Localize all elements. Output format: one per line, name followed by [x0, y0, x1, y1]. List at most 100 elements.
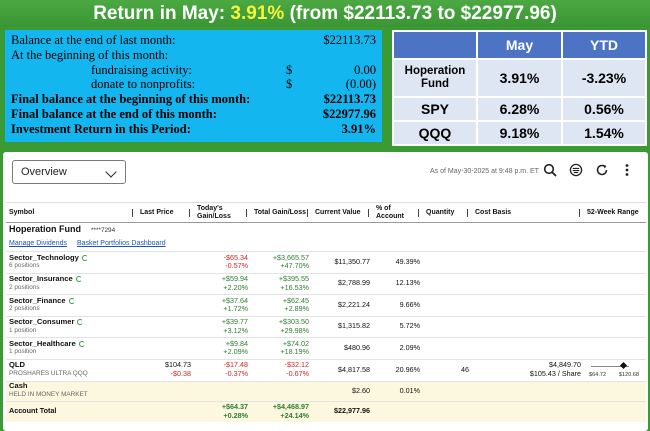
- sector-row[interactable]: Sector_Healthcare 1 position +$9.84 +2.09% +…: [6, 337, 646, 360]
- sector-name[interactable]: Sector_Technology: [9, 253, 134, 263]
- last-price-cell: [137, 316, 194, 338]
- column-header[interactable]: Cost Basis: [472, 202, 584, 223]
- symbol-link[interactable]: QLD: [9, 360, 26, 370]
- sector-cell: Sector_Consumer 1 position: [6, 316, 137, 338]
- security-description: PROSHARES ULTRA QQQ: [9, 370, 88, 377]
- manage-dividends-link[interactable]: Manage Dividends: [9, 240, 67, 248]
- sort-handle-icon: [418, 209, 421, 217]
- column-header-label: Last Price: [140, 208, 174, 216]
- column-header[interactable]: % of Account: [373, 202, 423, 223]
- column-header[interactable]: Last Price: [137, 202, 194, 223]
- balance-currency: [286, 92, 316, 107]
- quantity-cell: [423, 273, 472, 295]
- percent-account: 5.72%: [373, 316, 423, 338]
- column-header[interactable]: Total Gain/Loss: [251, 202, 312, 223]
- quantity-cell: [423, 294, 472, 317]
- comparison-ytd-value: 0.56%: [561, 95, 647, 122]
- symbol-cell: QLD PROSHARES ULTRA QQQ: [6, 359, 137, 382]
- total-gain-value: +$3,665.57: [272, 252, 309, 262]
- today-gain-sub: -0.57%: [225, 261, 248, 271]
- refresh-button[interactable]: [594, 162, 610, 178]
- refresh-icon: [596, 164, 608, 176]
- sector-positions: 6 positions: [9, 262, 40, 270]
- dividend-button[interactable]: [568, 162, 584, 178]
- percent-account-value: 49.39%: [395, 256, 420, 266]
- today-gain-sub: +2.09%: [223, 347, 248, 357]
- position-row-qld[interactable]: QLD PROSHARES ULTRA QQQ $104.73 -$0.38 -$17.…: [6, 359, 646, 382]
- current-value: $4,817.58: [312, 359, 373, 382]
- comparison-table: May YTD Hoperation Fund 3.91% -3.23% SPY…: [392, 30, 647, 147]
- comparison-may-value: 9.18%: [476, 119, 563, 147]
- column-header[interactable]: Today's Gain/Loss: [194, 202, 251, 223]
- view-select-value: Overview: [21, 166, 67, 178]
- comparison-row-label: QQQ: [392, 119, 478, 147]
- search-icon: [543, 163, 557, 177]
- percent-account-value: 9.66%: [399, 299, 420, 309]
- range-low: $64.72: [589, 372, 607, 378]
- range-cell: [584, 337, 646, 360]
- cost-basis-cell: [472, 337, 584, 360]
- positions-table: Symbol Last Price Today's Gain/Loss Total G…: [6, 202, 646, 422]
- current-value-value: $4,817.58: [338, 364, 370, 374]
- last-price-cell: [137, 294, 194, 317]
- coin-stack-icon: [569, 163, 583, 177]
- account-total-label: Account Total: [6, 401, 137, 422]
- today-gain-value: +$64.37: [221, 402, 248, 412]
- total-gain-value: +$4,468.97: [272, 402, 309, 412]
- more-vertical-icon: [625, 164, 629, 176]
- sector-name[interactable]: Sector_Healthcare: [9, 339, 134, 349]
- basket-portfolios-link[interactable]: Basket Portfolios Dashboard: [76, 240, 166, 248]
- balance-row: Final balance at the end of this month: $…: [11, 107, 376, 122]
- column-header[interactable]: 52-Week Range: [584, 202, 646, 223]
- sector-cell: Sector_Insurance 2 positions: [6, 273, 137, 295]
- today-gain-value: -$65.34: [223, 252, 248, 262]
- view-select[interactable]: Overview: [12, 160, 126, 184]
- percent-account: 0.01%: [373, 381, 423, 402]
- column-header-label: Today's Gain/Loss: [197, 204, 231, 220]
- column-header[interactable]: Quantity: [423, 202, 472, 223]
- balance-summary: Balance at the end of last month: $22113.…: [5, 30, 382, 142]
- fund-links-row: Manage Dividends Basket Portfolios Dashb…: [6, 238, 646, 252]
- current-value: $2.60: [312, 381, 373, 402]
- range-cell: [584, 273, 646, 295]
- column-header[interactable]: Current Value: [312, 202, 373, 223]
- percent-account-value: 2.09%: [399, 342, 420, 352]
- current-value: $2,788.99: [312, 273, 373, 295]
- column-header-label: Total Gain/Loss: [254, 208, 306, 216]
- sort-handle-icon: [246, 209, 249, 217]
- sector-cell: Sector_Technology 6 positions: [6, 251, 137, 274]
- today-gain-sub: +0.28%: [223, 410, 248, 420]
- total-gain: +$303.50 +29.98%: [251, 316, 312, 338]
- cost-basis-cell: [472, 294, 584, 317]
- percent-account-value: 12.13%: [395, 278, 420, 288]
- current-value: $11,350.77: [312, 251, 373, 274]
- banner-prefix: Return in May:: [93, 3, 226, 24]
- column-header-label: % of Account: [376, 204, 404, 220]
- empty-cell: [137, 401, 194, 422]
- total-gain: +$4,468.97 +24.14%: [251, 401, 312, 422]
- column-header-label: Quantity: [426, 208, 455, 216]
- cash-description: HELD IN MONEY MARKET: [9, 391, 88, 398]
- sort-handle-icon: [467, 209, 470, 217]
- sector-positions: 1 position: [9, 348, 37, 356]
- cash-row[interactable]: Cash HELD IN MONEY MARKET $2.60 0.01%: [6, 381, 646, 402]
- sector-name[interactable]: Sector_Finance: [9, 296, 134, 306]
- balance-row: Investment Return in this Period: 3.91%: [11, 122, 376, 137]
- sector-name[interactable]: Sector_Consumer: [9, 317, 134, 327]
- balance-row: Balance at the end of last month: $22113.…: [11, 33, 376, 48]
- sector-row[interactable]: Sector_Technology 6 positions -$65.34 -0.57…: [6, 251, 646, 274]
- more-options-button[interactable]: [619, 162, 635, 178]
- sector-name[interactable]: Sector_Insurance: [9, 274, 134, 284]
- total-gain-sub: +29.98%: [280, 325, 309, 335]
- balance-value: 3.91%: [341, 121, 376, 136]
- search-button[interactable]: [542, 162, 558, 178]
- quantity: 46: [423, 359, 472, 382]
- today-gain: +$59.94 +2.20%: [194, 273, 251, 295]
- column-header[interactable]: Symbol: [6, 202, 137, 223]
- sector-row[interactable]: Sector_Insurance 2 positions +$59.94 +2.20%…: [6, 273, 646, 295]
- total-gain-value: +$62.45: [282, 295, 309, 305]
- week52-range: $64.72 $120.68: [587, 361, 643, 379]
- sector-row[interactable]: Sector_Finance 2 positions +$37.64 +1.72% +$…: [6, 294, 646, 317]
- balance-currency: $: [286, 62, 293, 77]
- sector-row[interactable]: Sector_Consumer 1 position +$39.77 +3.12% +$…: [6, 316, 646, 338]
